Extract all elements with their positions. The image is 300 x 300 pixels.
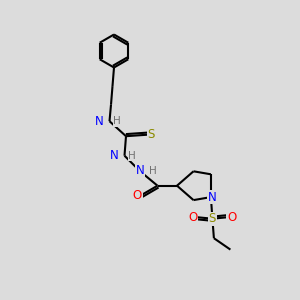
Text: O: O	[227, 211, 236, 224]
Text: O: O	[133, 189, 142, 202]
Text: N: N	[95, 115, 104, 128]
Text: S: S	[209, 212, 216, 225]
Text: H: H	[113, 116, 121, 126]
Text: H: H	[148, 166, 156, 176]
Text: N: N	[110, 149, 119, 162]
Text: S: S	[148, 128, 155, 141]
Text: N: N	[136, 164, 145, 177]
Text: O: O	[189, 211, 198, 224]
Text: N: N	[208, 190, 217, 204]
Text: H: H	[128, 151, 136, 161]
